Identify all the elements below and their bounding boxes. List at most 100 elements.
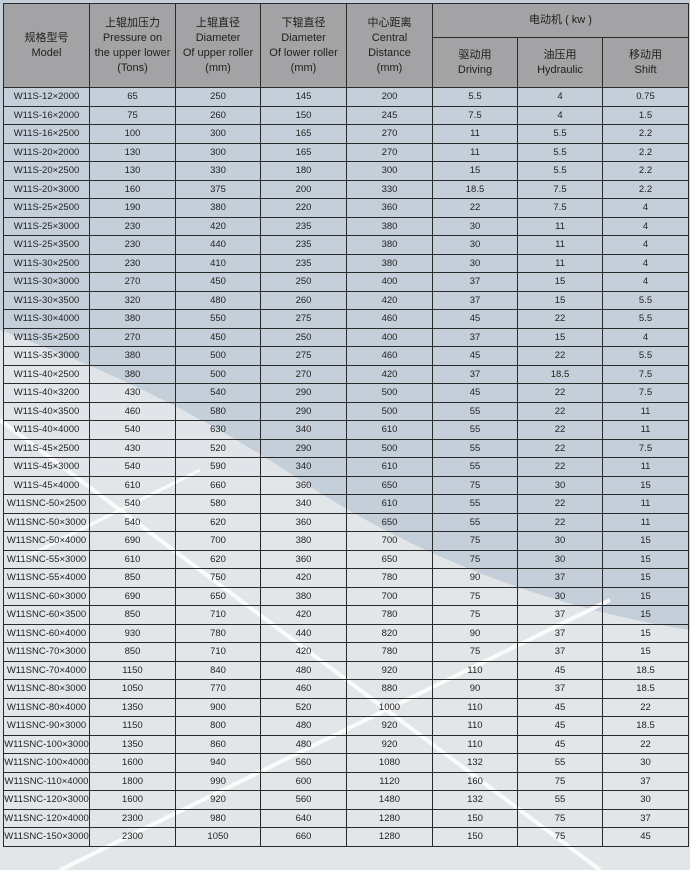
cell-upper-roller: 540 xyxy=(175,383,261,403)
cell-lower-roller: 560 xyxy=(260,790,347,810)
cell-pressure: 380 xyxy=(89,364,176,384)
cell-central-distance: 920 xyxy=(346,660,433,680)
cell-central-distance: 270 xyxy=(346,142,433,162)
cell-hydraulic: 22 xyxy=(517,438,603,458)
cell-driving: 7.5 xyxy=(432,105,518,125)
header-pressure: 上辊加压力 Pressure on the upper lower (Tons) xyxy=(89,3,176,88)
cell-central-distance: 650 xyxy=(346,475,433,495)
cell-driving: 11 xyxy=(432,124,518,144)
cell-hydraulic: 22 xyxy=(517,420,603,440)
cell-upper-roller: 840 xyxy=(175,660,261,680)
cell-hydraulic: 45 xyxy=(517,716,603,736)
cell-driving: 18.5 xyxy=(432,179,518,199)
cell-pressure: 190 xyxy=(89,198,176,218)
cell-driving: 132 xyxy=(432,790,518,810)
cell-driving: 75 xyxy=(432,549,518,569)
cell-pressure: 1600 xyxy=(89,753,176,773)
cell-central-distance: 500 xyxy=(346,383,433,403)
cell-model: W11S-30×3500 xyxy=(3,290,90,310)
cell-hydraulic: 75 xyxy=(517,827,603,847)
cell-upper-roller: 480 xyxy=(175,290,261,310)
table-row: W11S-16×2000 75 260 150 245 7.5 4 1.5 xyxy=(3,105,690,125)
table-row: W11S-20×2000 130 300 165 270 11 5.5 2.2 xyxy=(3,142,690,162)
cell-hydraulic: 22 xyxy=(517,309,603,329)
cell-shift: 2.2 xyxy=(601,142,690,162)
cell-hydraulic: 22 xyxy=(517,401,603,421)
cell-driving: 150 xyxy=(432,827,518,847)
cell-model: W11SNC-60×3000 xyxy=(3,586,90,606)
cell-pressure: 690 xyxy=(89,531,176,551)
cell-pressure: 100 xyxy=(89,124,176,144)
cell-driving: 110 xyxy=(432,660,518,680)
cell-lower-roller: 260 xyxy=(260,290,347,310)
cell-driving: 15 xyxy=(432,161,518,181)
cell-shift: 18.5 xyxy=(601,716,690,736)
header-lower-roller: 下辊直径 Diameter Of lower roller (mm) xyxy=(260,3,347,88)
cell-central-distance: 610 xyxy=(346,420,433,440)
cell-shift: 15 xyxy=(601,531,690,551)
cell-model: W11SNC-100×4000 xyxy=(3,753,90,773)
cell-model: W11S-30×4000 xyxy=(3,309,90,329)
cell-lower-roller: 235 xyxy=(260,235,347,255)
cell-lower-roller: 340 xyxy=(260,457,347,477)
cell-pressure: 610 xyxy=(89,475,176,495)
cell-model: W11SNC-150×3000 xyxy=(3,827,90,847)
cell-central-distance: 460 xyxy=(346,346,433,366)
cell-model: W11S-45×2500 xyxy=(3,438,90,458)
cell-pressure: 2300 xyxy=(89,808,176,828)
cell-lower-roller: 360 xyxy=(260,549,347,569)
cell-hydraulic: 5.5 xyxy=(517,161,603,181)
cell-model: W11S-40×4000 xyxy=(3,420,90,440)
cell-shift: 5.5 xyxy=(601,346,690,366)
cell-pressure: 540 xyxy=(89,420,176,440)
cell-driving: 75 xyxy=(432,642,518,662)
table-row: W11S-20×3000 160 375 200 330 18.5 7.5 2.2 xyxy=(3,179,690,199)
cell-model: W11S-16×2500 xyxy=(3,124,90,144)
cell-upper-roller: 860 xyxy=(175,734,261,754)
cell-shift: 7.5 xyxy=(601,438,690,458)
table-row: W11S-30×2500 230 410 235 380 30 11 4 xyxy=(3,253,690,273)
cell-upper-roller: 250 xyxy=(175,87,261,107)
cell-lower-roller: 270 xyxy=(260,364,347,384)
cell-lower-roller: 420 xyxy=(260,605,347,625)
cell-driving: 75 xyxy=(432,531,518,551)
cell-shift: 15 xyxy=(601,568,690,588)
table-row: W11S-45×4000 610 660 360 650 75 30 15 xyxy=(3,475,690,495)
cell-pressure: 230 xyxy=(89,235,176,255)
cell-lower-roller: 480 xyxy=(260,734,347,754)
cell-lower-roller: 560 xyxy=(260,753,347,773)
cell-pressure: 230 xyxy=(89,216,176,236)
cell-model: W11SNC-90×3000 xyxy=(3,716,90,736)
header-hydraulic: 油压用 Hydraulic xyxy=(517,37,603,88)
table-row: W11SNC-50×4000 690 700 380 700 75 30 15 xyxy=(3,531,690,551)
cell-pressure: 540 xyxy=(89,457,176,477)
cell-pressure: 540 xyxy=(89,512,176,532)
cell-model: W11SNC-110×4000 xyxy=(3,771,90,791)
cell-hydraulic: 11 xyxy=(517,253,603,273)
cell-shift: 15 xyxy=(601,642,690,662)
cell-shift: 4 xyxy=(601,216,690,236)
cell-hydraulic: 15 xyxy=(517,290,603,310)
cell-model: W11S-45×3000 xyxy=(3,457,90,477)
cell-hydraulic: 45 xyxy=(517,660,603,680)
cell-upper-roller: 780 xyxy=(175,623,261,643)
cell-model: W11S-40×3200 xyxy=(3,383,90,403)
cell-pressure: 850 xyxy=(89,642,176,662)
cell-lower-roller: 660 xyxy=(260,827,347,847)
table-row: W11S-25×2500 190 380 220 360 22 7.5 4 xyxy=(3,198,690,218)
table-row: W11SNC-55×4000 850 750 420 780 90 37 15 xyxy=(3,568,690,588)
cell-driving: 37 xyxy=(432,364,518,384)
cell-shift: 4 xyxy=(601,235,690,255)
cell-lower-roller: 275 xyxy=(260,309,347,329)
cell-shift: 37 xyxy=(601,771,690,791)
cell-upper-roller: 440 xyxy=(175,235,261,255)
cell-shift: 18.5 xyxy=(601,660,690,680)
table-row: W11SNC-60×3500 850 710 420 780 75 37 15 xyxy=(3,605,690,625)
cell-model: W11SNC-50×2500 xyxy=(3,494,90,514)
cell-shift: 5.5 xyxy=(601,290,690,310)
cell-hydraulic: 30 xyxy=(517,586,603,606)
cell-central-distance: 460 xyxy=(346,309,433,329)
cell-lower-roller: 290 xyxy=(260,383,347,403)
cell-lower-roller: 440 xyxy=(260,623,347,643)
table-row: W11SNC-60×4000 930 780 440 820 90 37 15 xyxy=(3,623,690,643)
